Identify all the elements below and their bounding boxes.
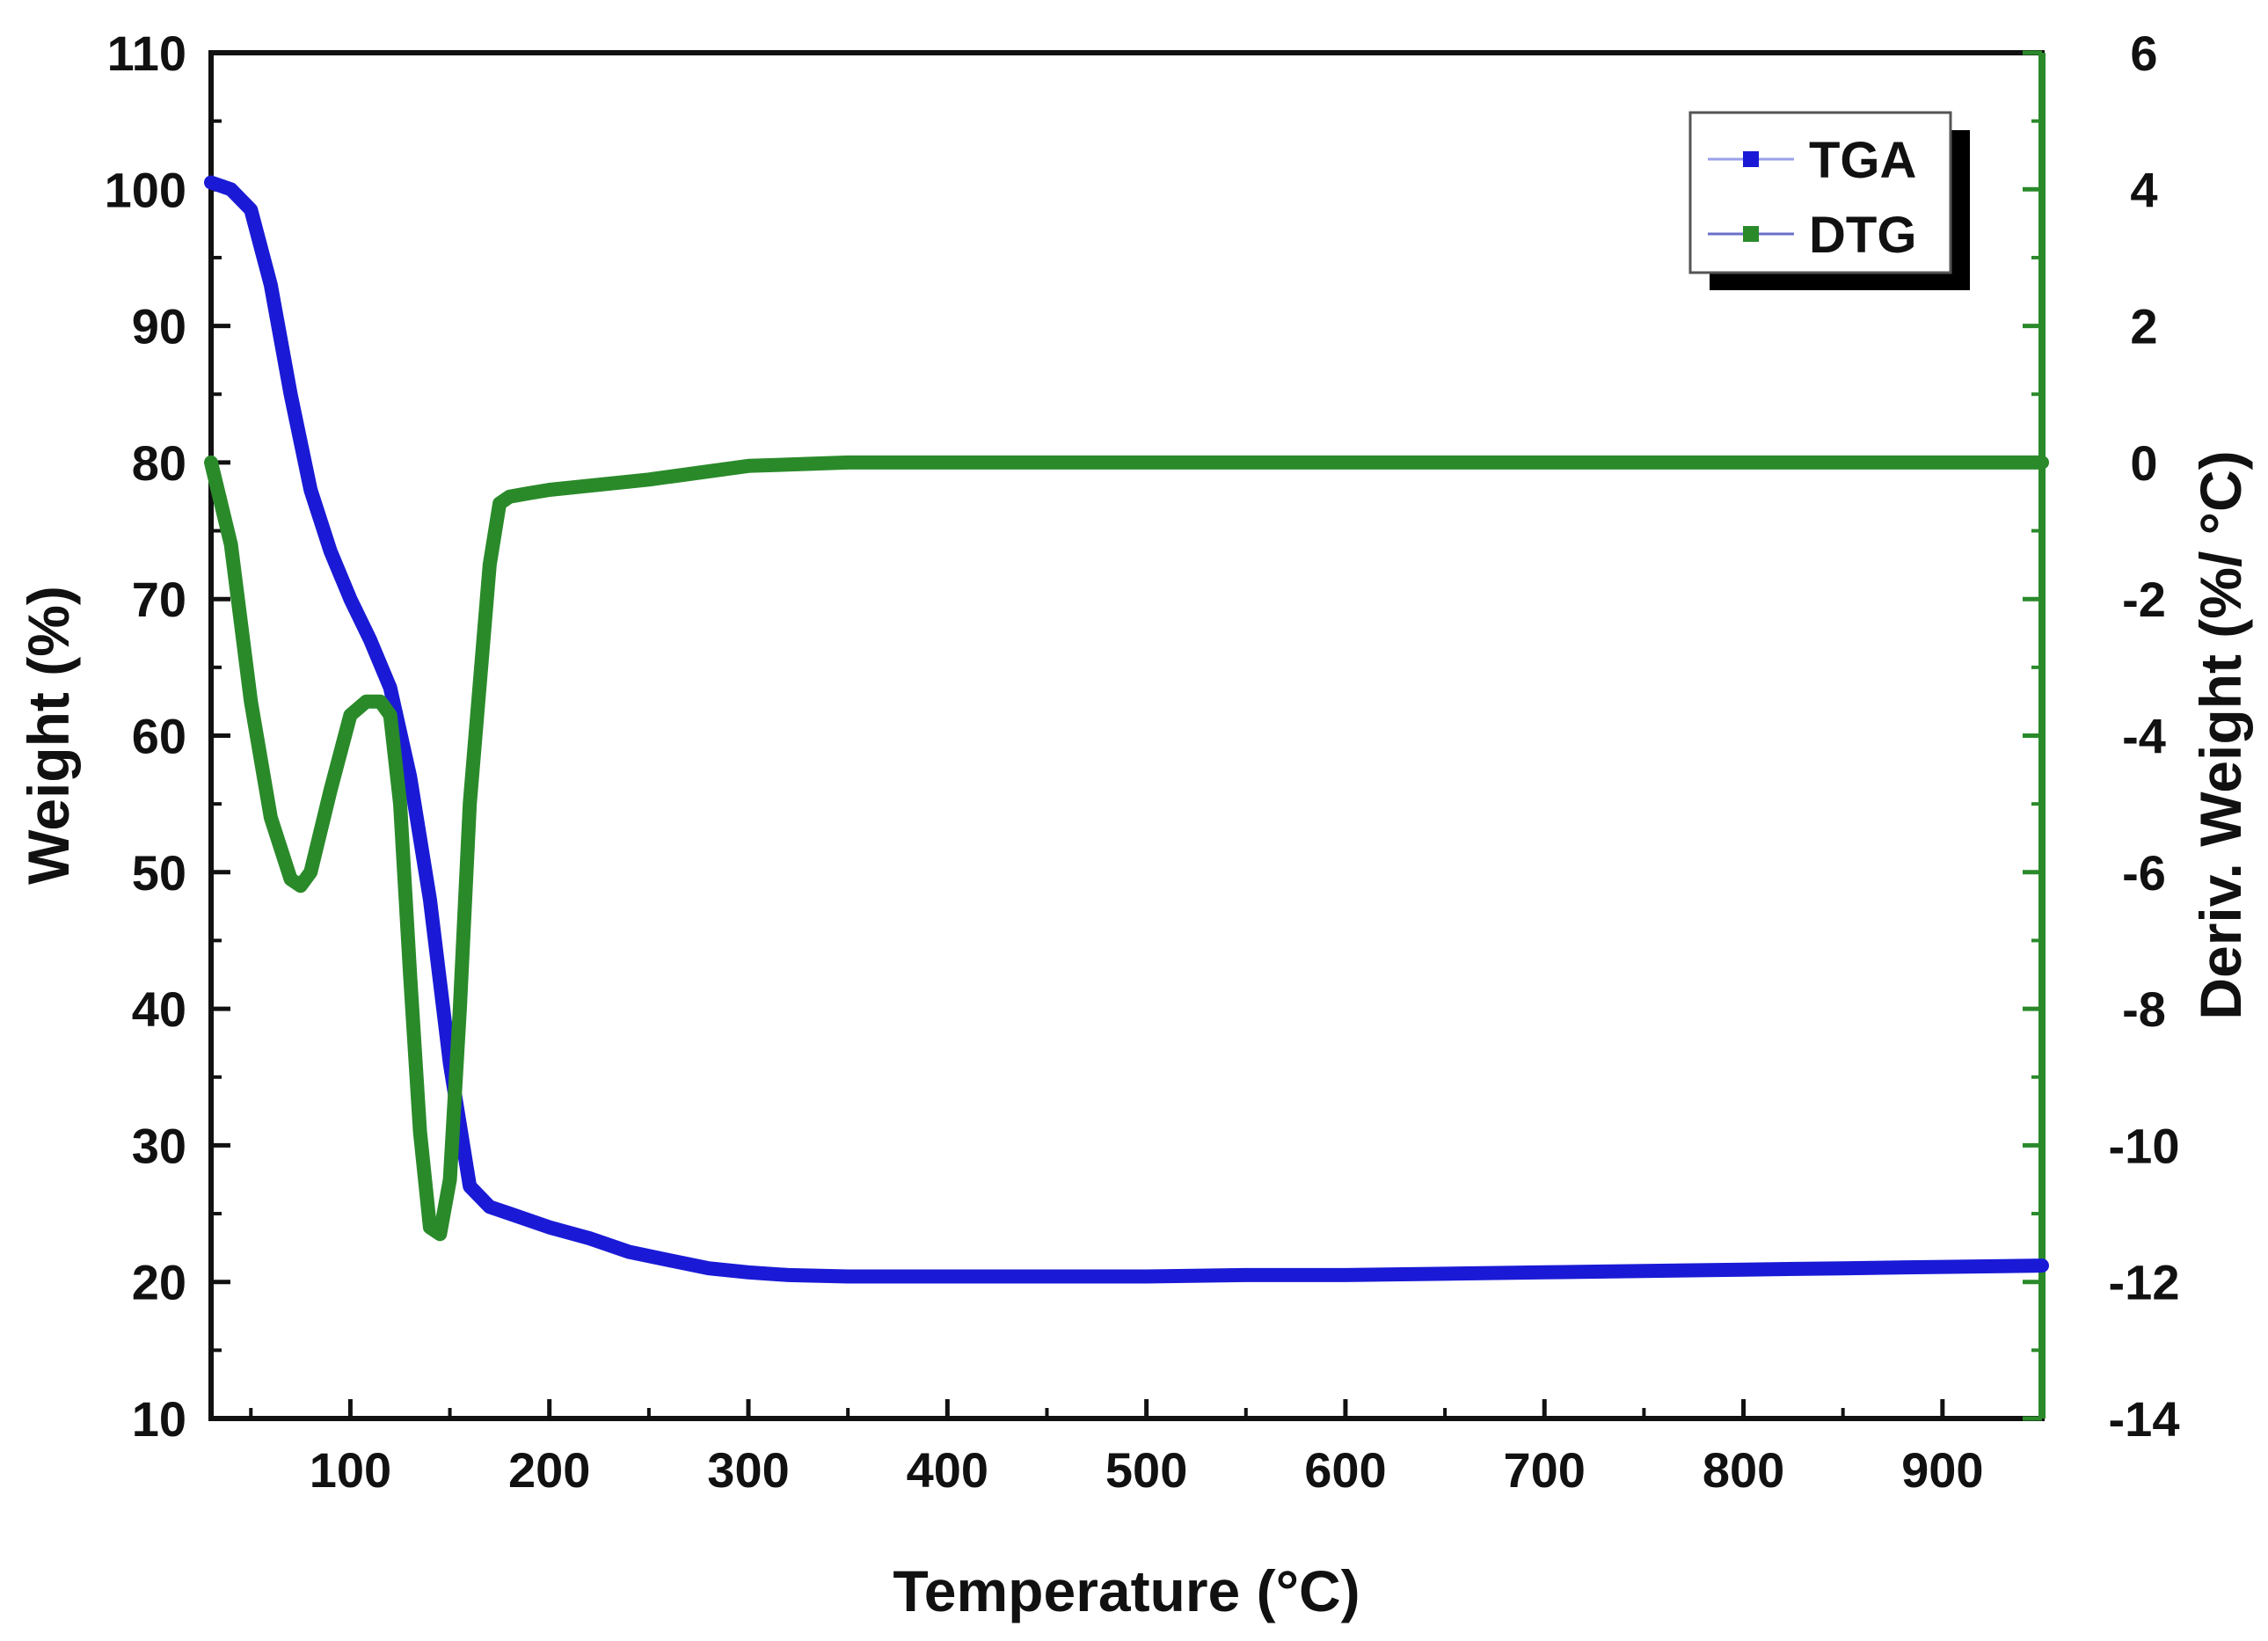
y-tick-label: 40 <box>132 981 186 1037</box>
x-tick-label: 300 <box>707 1442 789 1498</box>
x-tick-label: 800 <box>1703 1442 1784 1498</box>
x-axis-title: Temperature (°C) <box>893 1558 1360 1623</box>
x-tick-label: 700 <box>1504 1442 1586 1498</box>
y-tick-label: 100 <box>105 162 186 217</box>
y2-tick-label: -12 <box>2109 1255 2180 1310</box>
y2-tick-label: 2 <box>2130 299 2157 354</box>
y-axis-right: -14 -12 -10 -8 -6 -4 -2 0 2 4 6 <box>2023 26 2179 1447</box>
x-tick-label: 600 <box>1304 1442 1386 1498</box>
x-tick-label: 900 <box>1901 1442 1983 1498</box>
y-tick-label: 50 <box>132 845 186 901</box>
y2-tick-label: -10 <box>2109 1118 2180 1173</box>
y-tick-label: 60 <box>132 709 186 764</box>
x-tick-label: 100 <box>310 1442 391 1498</box>
y-tick-label: 20 <box>132 1255 186 1310</box>
series-line-tga <box>204 175 2049 1284</box>
y2-tick-label: 6 <box>2130 26 2157 81</box>
y2-axis-title: Deriv. Weight (%/ °C) <box>2188 450 2253 1019</box>
y2-tick-label: 0 <box>2130 435 2157 491</box>
legend: TGA DTG <box>1688 111 1970 290</box>
y-tick-label: 70 <box>132 572 186 627</box>
x-tick-label: 500 <box>1105 1442 1187 1498</box>
y2-tick-label: -4 <box>2122 709 2166 764</box>
y2-tick-label: -8 <box>2122 981 2166 1037</box>
legend-label-tga: TGA <box>1809 132 1916 189</box>
y-axis-title: Weight (%) <box>16 586 81 885</box>
legend-marker-dtg <box>1743 226 1759 242</box>
y2-tick-label: -6 <box>2122 845 2166 901</box>
series-line-dtg <box>204 455 2049 1242</box>
y-axis-left: 10 20 30 40 50 60 70 80 90 100 110 <box>105 26 230 1447</box>
x-axis: 100 200 300 400 500 600 700 800 900 <box>249 1399 1984 1498</box>
y2-tick-label: -14 <box>2109 1391 2180 1447</box>
x-tick-label: 200 <box>508 1442 590 1498</box>
y-tick-label: 30 <box>132 1118 186 1173</box>
y-tick-label: 90 <box>132 299 186 354</box>
y-tick-label: 10 <box>132 1391 186 1447</box>
legend-marker-tga <box>1743 151 1759 167</box>
legend-label-dtg: DTG <box>1809 207 1916 264</box>
y-tick-label: 80 <box>132 435 186 491</box>
x-tick-label: 400 <box>907 1442 988 1498</box>
y2-tick-label: 4 <box>2130 162 2157 217</box>
y-tick-label: 110 <box>107 26 186 81</box>
series-layer <box>204 175 2049 1284</box>
y2-tick-label: -2 <box>2122 572 2166 627</box>
legend-box <box>1688 111 1952 274</box>
